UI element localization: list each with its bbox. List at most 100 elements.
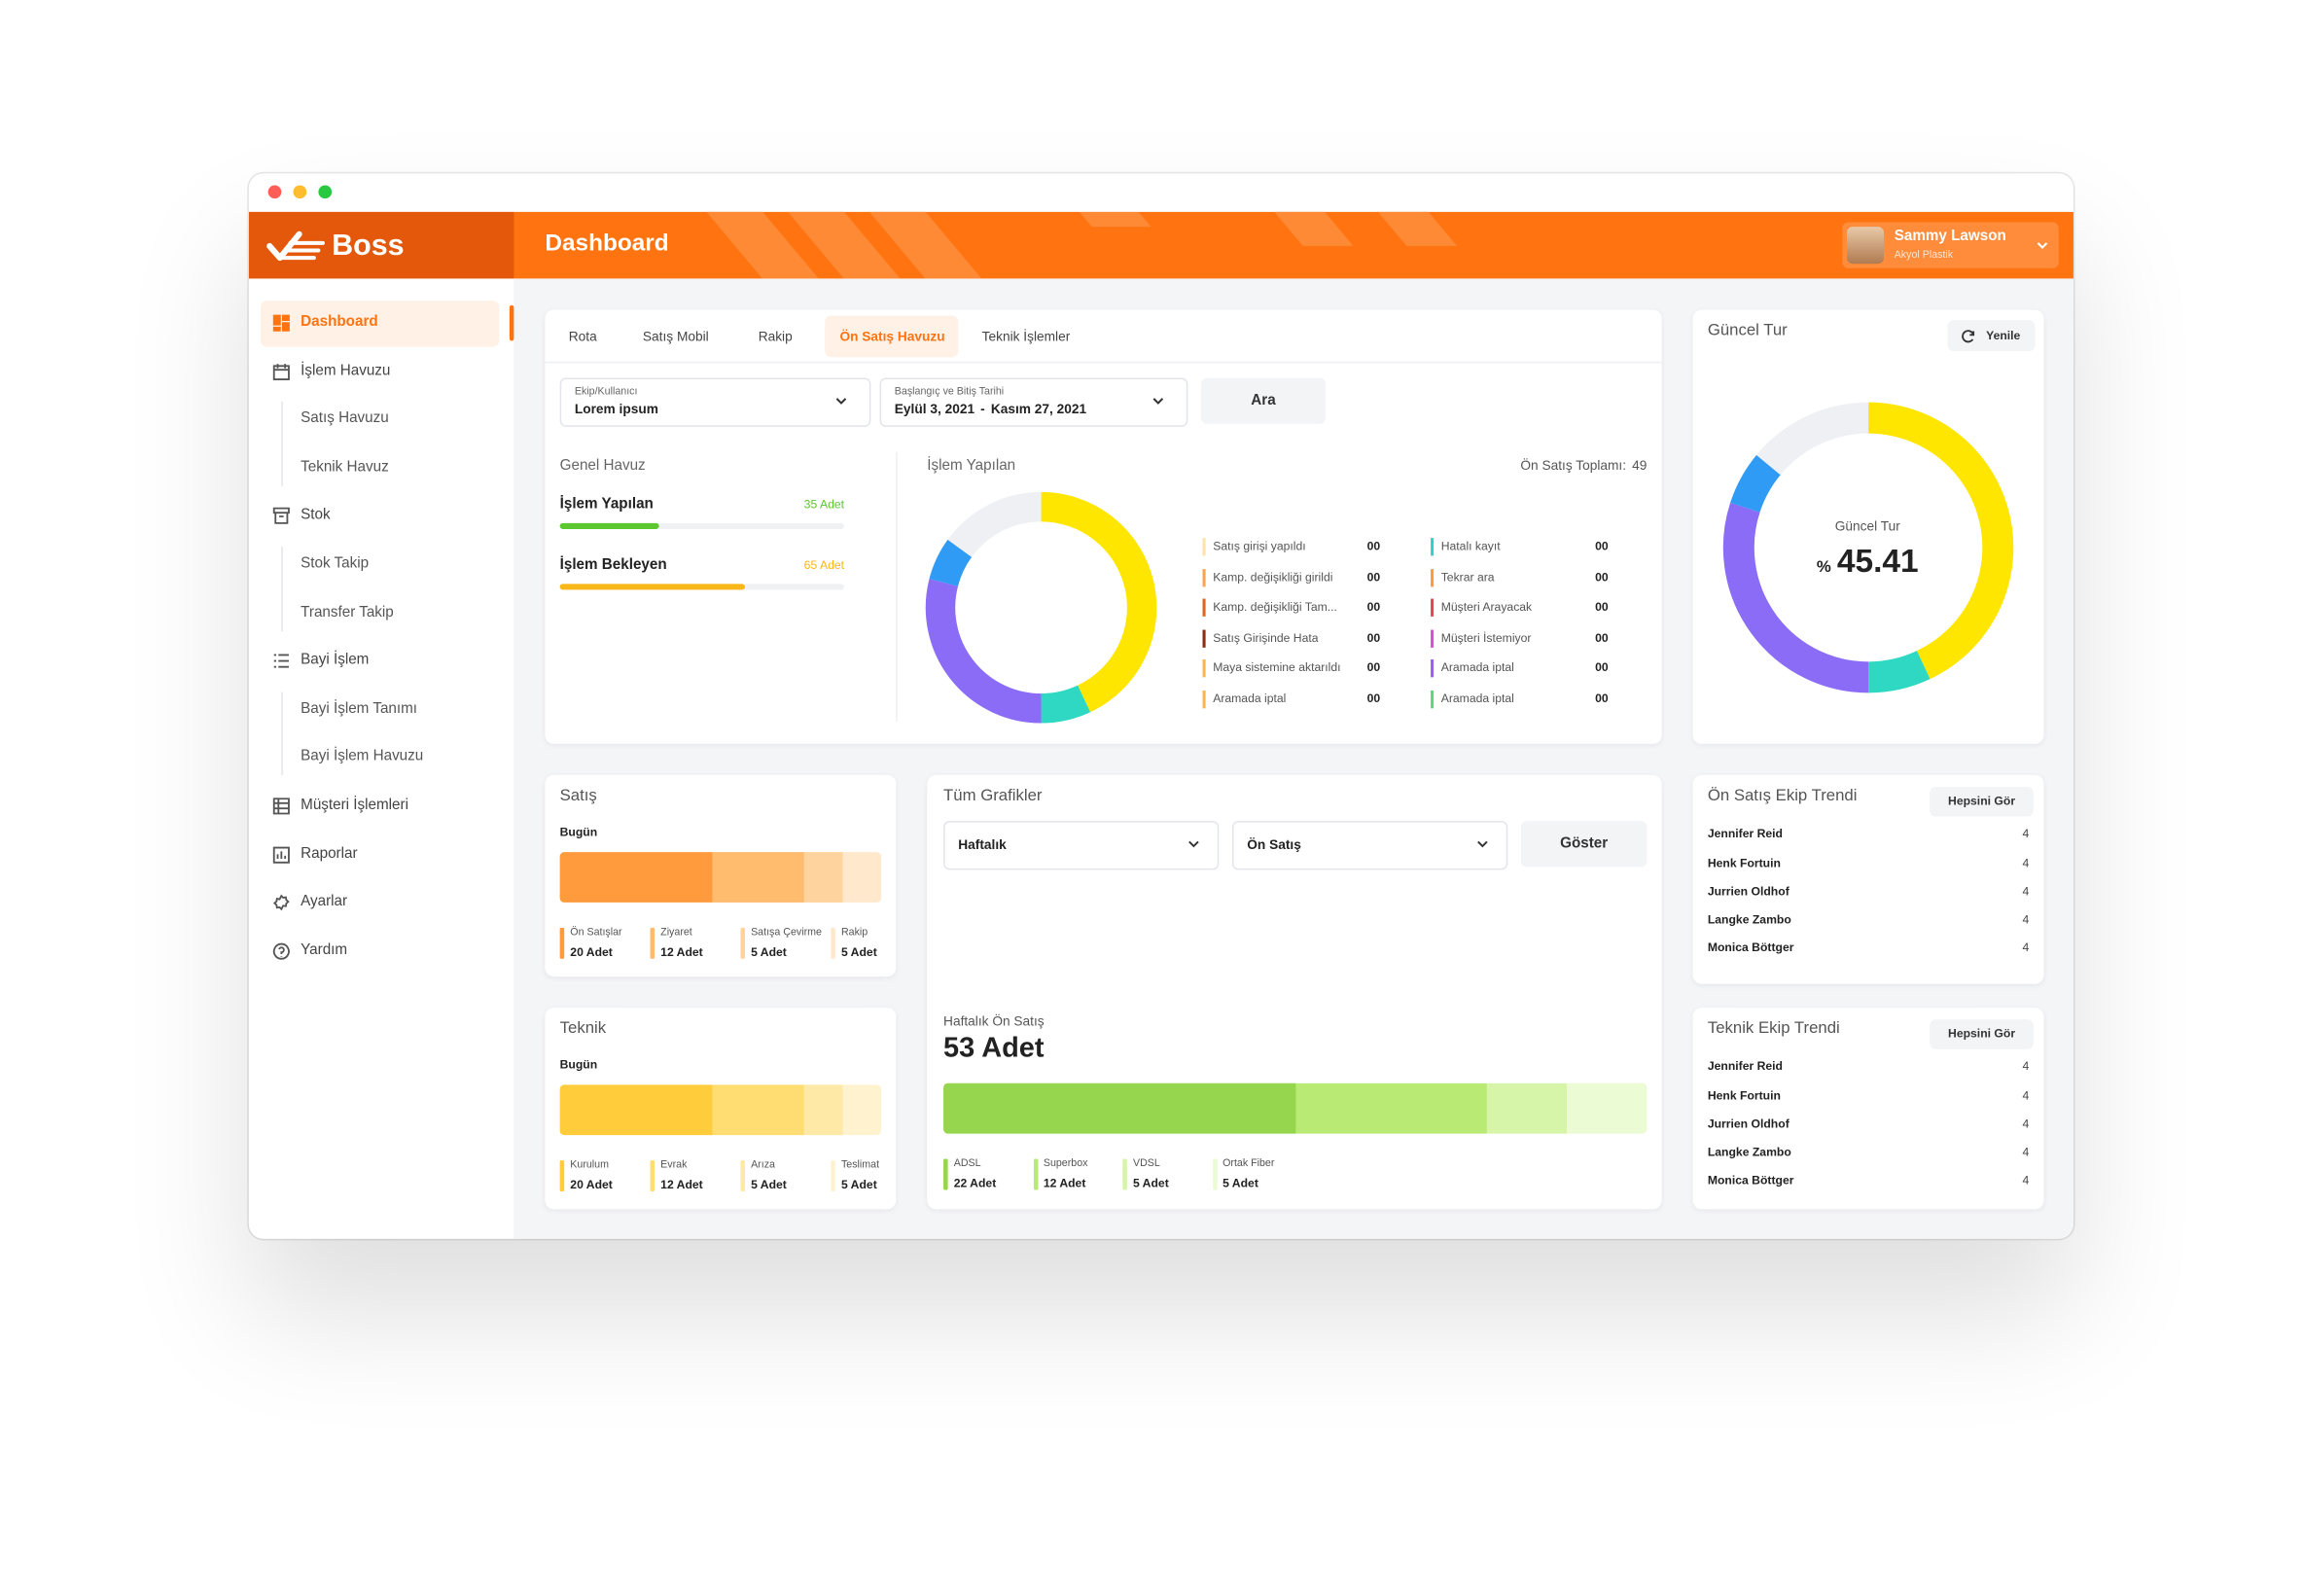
donut-segment bbox=[1729, 454, 1781, 513]
menu-item[interactable]: Yardım bbox=[301, 941, 348, 959]
donut-segment bbox=[947, 491, 1043, 558]
tab[interactable]: Satış Mobil bbox=[642, 328, 709, 343]
legend-label: Aramada iptal bbox=[1213, 692, 1287, 705]
date-select[interactable]: Başlangıç ve Bitiş Tarihi Eylül 3, 2021- K… bbox=[879, 377, 1188, 427]
show-button[interactable]: Göster bbox=[1520, 821, 1648, 868]
search-button[interactable]: Ara bbox=[1201, 377, 1326, 424]
menu-item[interactable]: Ayarlar bbox=[301, 894, 348, 910]
chart-total: 53 Adet bbox=[943, 1032, 1045, 1064]
member-value: 4 bbox=[2022, 827, 2030, 841]
chevron bbox=[1477, 840, 1488, 848]
submenu-item[interactable]: Stok Takip bbox=[301, 555, 370, 573]
submenu-line bbox=[281, 547, 283, 631]
legend-category: VDSL bbox=[1132, 1158, 1160, 1169]
button-label: Göster bbox=[1560, 834, 1609, 852]
member-name: Langke Zambo bbox=[1707, 1145, 1791, 1159]
see-all-button[interactable]: Hepsini Gör bbox=[1930, 1019, 2034, 1049]
on_satis_trend-card: Ön Satış Ekip Trendi Hepsini Gör Jennifer … bbox=[1692, 774, 2044, 984]
app-window: Boss Dashboard Sammy Lawson Akyol Plasti… bbox=[248, 173, 2073, 1239]
legend-marker bbox=[650, 1160, 655, 1192]
chevron-path bbox=[1152, 398, 1164, 405]
bar-segment bbox=[804, 1084, 843, 1136]
card-title: Teknik Ekip Trendi bbox=[1707, 1019, 1840, 1039]
chevron bbox=[835, 398, 847, 405]
legend-value: 00 bbox=[1595, 600, 1609, 615]
legend-value: 5 Adet bbox=[840, 1178, 877, 1192]
bar-segment bbox=[712, 852, 805, 903]
menu-item[interactable]: Dashboard bbox=[301, 314, 378, 331]
legend-value: 5 Adet bbox=[751, 945, 787, 960]
menu-item[interactable]: Raporlar bbox=[301, 845, 358, 863]
donut-segment bbox=[929, 539, 973, 587]
legend-marker bbox=[559, 927, 565, 959]
member-value: 4 bbox=[2022, 1059, 2030, 1074]
center-prefix: % bbox=[1816, 558, 1831, 577]
user-select[interactable]: Ekip/Kullanıcı Lorem ipsum bbox=[559, 377, 871, 427]
user-menu[interactable]: Sammy Lawson Akyol Plastik bbox=[1842, 222, 2059, 268]
tab[interactable]: Rakip bbox=[758, 328, 793, 343]
chart-select[interactable]: Haftalık bbox=[943, 821, 1220, 870]
donut-segment bbox=[1722, 502, 1868, 692]
progress-track bbox=[559, 522, 845, 529]
member-value: 4 bbox=[2022, 1117, 2030, 1131]
legend-value: 00 bbox=[1595, 570, 1609, 584]
refresh-button[interactable]: Yenile bbox=[1947, 320, 2036, 352]
legend-label: Tekrar ara bbox=[1440, 570, 1495, 584]
legend-value: 5 Adet bbox=[840, 945, 877, 960]
menu-icon-shape bbox=[272, 894, 290, 911]
main-area: Rota Satış Mobil Rakip Ön Satış Havuzu Tekni… bbox=[514, 278, 2073, 1239]
menu-icon bbox=[272, 942, 290, 960]
chevron-path bbox=[1477, 840, 1488, 848]
date-end: Kasım 27, 2021 bbox=[990, 401, 1087, 416]
tab[interactable]: Ön Satış Havuzu bbox=[839, 328, 945, 343]
menu-icon bbox=[272, 798, 290, 815]
menu-item[interactable]: İşlem Havuzu bbox=[301, 362, 391, 379]
submenu-item[interactable]: Bayi İşlem Havuzu bbox=[301, 749, 424, 765]
member-name: Jennifer Reid bbox=[1707, 827, 1784, 841]
chart-select[interactable]: Ön Satış bbox=[1231, 821, 1508, 870]
progress-value: 65 Adet bbox=[803, 558, 845, 573]
member-value: 4 bbox=[2022, 1088, 2030, 1102]
chevron bbox=[2037, 242, 2048, 249]
bar-segment bbox=[1486, 1082, 1568, 1134]
legend-marker bbox=[1122, 1158, 1127, 1190]
legend-value: 00 bbox=[1595, 692, 1609, 705]
submenu-item[interactable]: Satış Havuzu bbox=[301, 410, 389, 428]
section-title: İşlem Yapılan bbox=[927, 457, 1016, 475]
menu-icon bbox=[272, 363, 290, 380]
menu-item[interactable]: Stok bbox=[301, 507, 331, 524]
chart-subtitle: Haftalık Ön Satış bbox=[943, 1012, 1045, 1028]
member-value: 4 bbox=[2022, 1145, 2030, 1159]
button-label: Yenile bbox=[1986, 328, 2021, 342]
card-title: Ön Satış Ekip Trendi bbox=[1707, 787, 1858, 805]
member-value: 4 bbox=[2022, 912, 2030, 927]
tab[interactable]: Teknik İşlemler bbox=[981, 328, 1071, 343]
chevron-path bbox=[835, 398, 847, 405]
menu-icon-shape bbox=[272, 942, 290, 960]
legend-label: Hatalı kayıt bbox=[1440, 539, 1501, 553]
see-all-button[interactable]: Hepsini Gör bbox=[1930, 787, 2034, 817]
progress-label: İşlem Yapılan bbox=[559, 496, 654, 514]
tab-divider bbox=[545, 361, 1662, 364]
member-value: 4 bbox=[2022, 1174, 2030, 1188]
menu-item[interactable]: Müşteri İşlemleri bbox=[301, 797, 408, 814]
card-title: Satış bbox=[559, 787, 597, 805]
select-value: Haftalık bbox=[958, 837, 1007, 853]
legend-marker bbox=[1431, 598, 1435, 617]
submenu-item[interactable]: Transfer Takip bbox=[301, 604, 394, 621]
submenu-item[interactable]: Teknik Havuz bbox=[301, 459, 389, 476]
donut-chart bbox=[925, 491, 1157, 724]
legend-category: Kurulum bbox=[570, 1159, 610, 1171]
legend-value: 20 Adet bbox=[570, 945, 613, 960]
legend-category: Satışa Çevirme bbox=[751, 927, 822, 939]
select-label: Ekip/Kullanıcı bbox=[574, 386, 638, 398]
menu-item[interactable]: Bayi İşlem bbox=[301, 652, 370, 669]
member-name: Monica Böttger bbox=[1707, 941, 1794, 955]
member-name: Jurrien Oldhof bbox=[1707, 884, 1789, 899]
legend-marker bbox=[650, 927, 655, 959]
tab[interactable]: Rota bbox=[568, 328, 597, 343]
bar-segment bbox=[559, 1084, 713, 1136]
submenu-item[interactable]: Bayi İşlem Tanımı bbox=[301, 700, 418, 718]
legend-label: Kamp. değişikliği girildi bbox=[1213, 570, 1333, 584]
